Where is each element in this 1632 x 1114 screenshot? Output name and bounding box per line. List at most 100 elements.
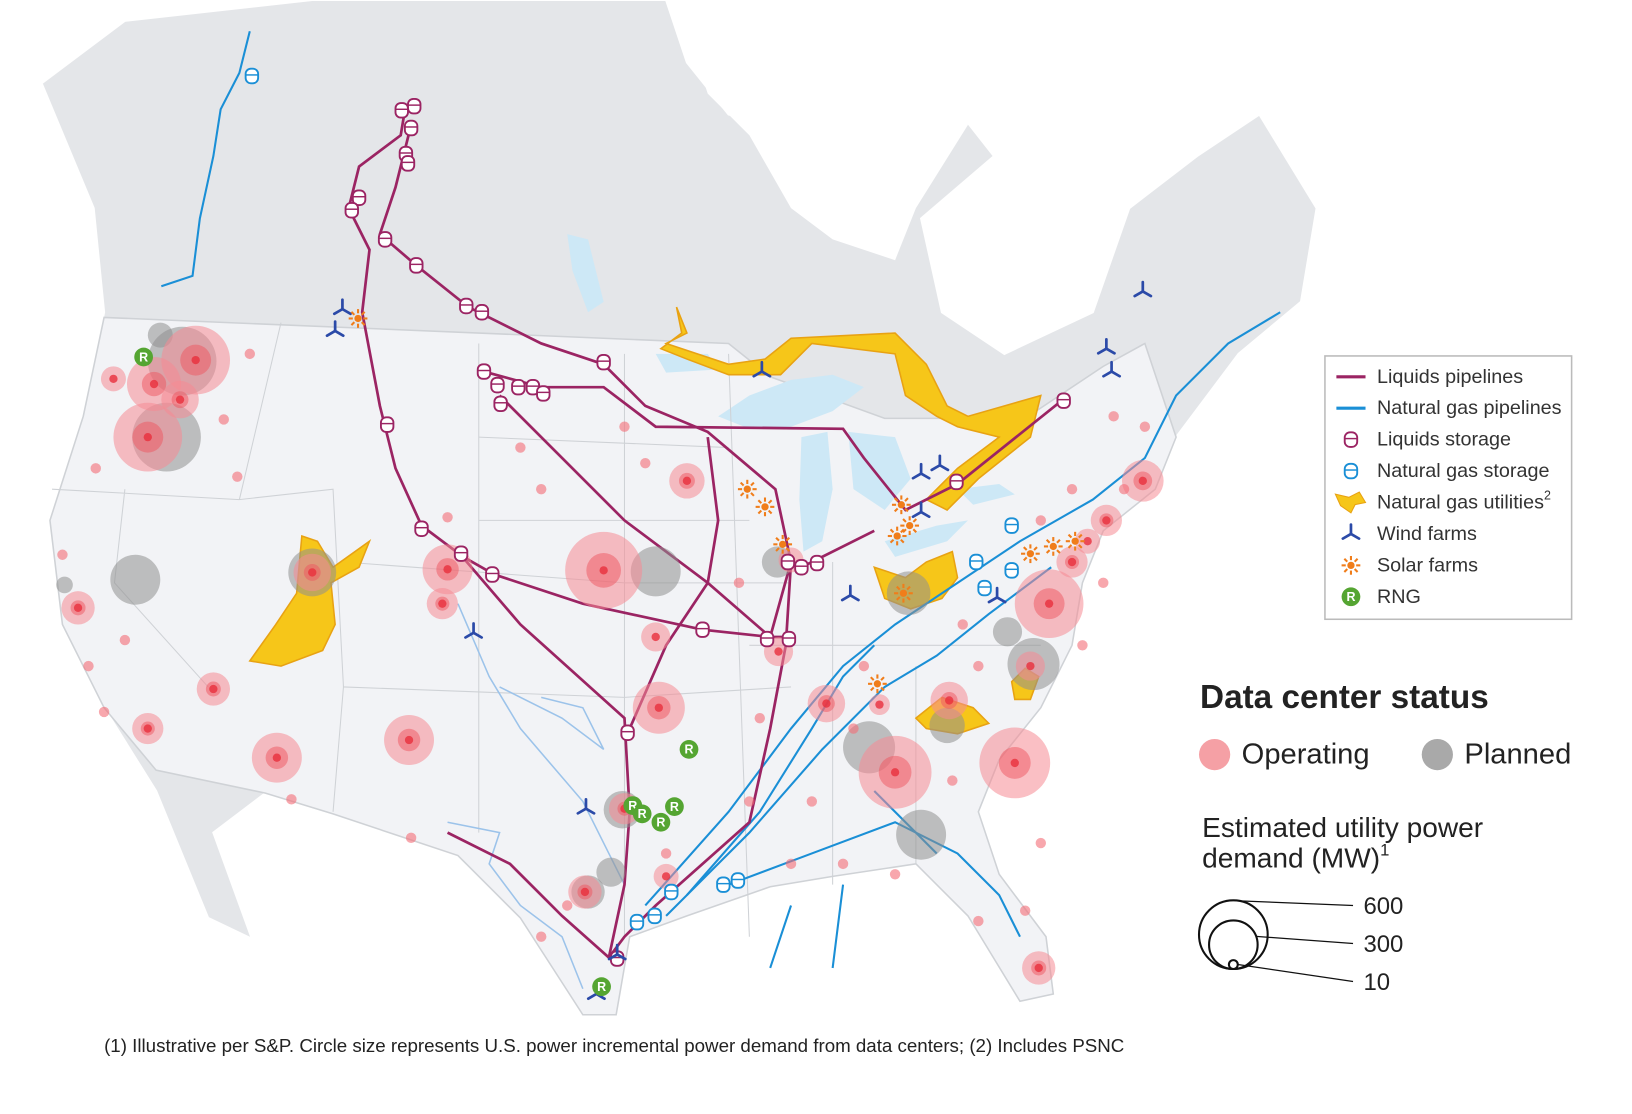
tank-body — [809, 554, 825, 572]
tank-body — [1056, 392, 1071, 409]
tank-body — [977, 579, 992, 597]
rng-letter: R — [1346, 590, 1355, 604]
planned-data-center — [630, 546, 681, 597]
legend: Liquids pipelines Natural gas pipelines Li… — [1334, 366, 1562, 608]
tank-body — [400, 155, 416, 172]
wind-farm — [911, 462, 931, 480]
solar-farm — [1065, 531, 1085, 551]
size-circle — [1197, 899, 1269, 971]
planned-label: Planned — [1464, 738, 1571, 770]
legend-label-text: Liquids pipelines — [1377, 366, 1523, 388]
solar-core — [761, 503, 769, 511]
wind-farm — [464, 622, 484, 639]
wind-blade — [615, 953, 627, 961]
tank-body — [379, 416, 395, 433]
small-data-center — [660, 848, 672, 859]
tank-body — [394, 102, 409, 119]
solar-ray — [902, 528, 907, 533]
legend-label: Natural gas storage — [1377, 460, 1550, 482]
rng-site: R — [134, 347, 153, 367]
tank-body — [730, 872, 746, 889]
wind-blade — [752, 370, 764, 378]
liquids-storage — [344, 202, 359, 219]
data-center-dot — [143, 432, 152, 442]
data-center-dot — [1034, 963, 1043, 973]
rng-letter: R — [139, 350, 148, 364]
data-center-dot — [404, 735, 414, 745]
liquids-storage — [459, 297, 474, 315]
gas-storage — [1004, 517, 1019, 534]
tank-body — [1004, 517, 1019, 534]
rng-badge — [592, 977, 611, 997]
solar-farm — [900, 516, 920, 535]
liquids-storage — [351, 189, 367, 206]
liquids-storage — [780, 553, 796, 571]
data-center-dot — [1067, 557, 1077, 567]
liquids-storage — [403, 119, 419, 137]
solar-ray — [870, 686, 875, 692]
solar-ray — [880, 686, 885, 692]
small-data-center — [1108, 411, 1119, 422]
planned-data-center — [992, 617, 1023, 647]
small-data-center — [405, 832, 417, 844]
legend-label: Liquids pipelines — [1377, 366, 1523, 388]
data-center-dot — [1026, 661, 1035, 671]
solar-core — [899, 589, 908, 597]
rng-badge — [651, 812, 671, 832]
legend-label: Natural gas utilities2 — [1377, 489, 1551, 514]
solar-ray — [1033, 546, 1038, 551]
rng-letter: R — [597, 980, 606, 994]
wind-blade — [919, 472, 931, 480]
legend-label: Natural gas pipelines — [1377, 397, 1562, 419]
solar-ray — [900, 528, 905, 534]
solar-ray — [785, 536, 791, 542]
size-leader — [1239, 900, 1354, 907]
liquids-storage — [377, 231, 393, 248]
tank-body — [1343, 462, 1359, 480]
tank-body — [493, 395, 508, 413]
liquids-storage — [525, 378, 541, 396]
rng-letter: R — [670, 800, 679, 814]
rng-badge — [632, 804, 652, 824]
solar-ray — [900, 538, 905, 544]
solar-core — [893, 532, 901, 540]
size-label: 10 — [1363, 969, 1390, 996]
legend-label-note: 2 — [1544, 489, 1551, 503]
tank-body — [949, 473, 964, 491]
wind-blade — [995, 596, 1007, 604]
tank-body — [596, 353, 611, 371]
solar-ray — [1045, 539, 1051, 544]
solar-ray — [757, 509, 763, 515]
small-data-center — [1035, 837, 1047, 849]
gas-storage — [664, 883, 679, 901]
solar-ray — [350, 321, 356, 326]
small-data-center — [1139, 421, 1151, 432]
rng-letter: R — [638, 807, 647, 821]
solar-core — [1049, 542, 1057, 551]
data-center-dot — [308, 568, 317, 577]
tank-body — [485, 566, 500, 583]
solar-ray — [360, 311, 366, 316]
small-data-center — [90, 463, 101, 474]
legend-label: Wind farms — [1377, 523, 1477, 545]
legend-label: RNG — [1377, 586, 1421, 608]
tank-body — [414, 520, 429, 537]
solar-core — [1026, 550, 1035, 558]
solar-ray — [785, 547, 791, 552]
solar-core — [1347, 561, 1355, 570]
data-center-dot — [1044, 599, 1054, 608]
liquids-storage — [695, 621, 710, 638]
small-data-center — [973, 660, 984, 672]
status-title: Data center status — [1200, 679, 1489, 716]
wind-farm — [911, 501, 931, 519]
size-leader — [1256, 935, 1354, 945]
tank-body — [781, 630, 797, 648]
data-center-dot — [272, 753, 282, 762]
wind-farm — [840, 584, 860, 602]
planned-data-center — [147, 322, 173, 348]
footnote: (1) Illustrative per S&P. Circle size re… — [104, 1035, 1124, 1056]
data-center-dot — [443, 565, 452, 574]
small-data-center — [806, 796, 818, 807]
planned-data-center — [56, 576, 73, 594]
